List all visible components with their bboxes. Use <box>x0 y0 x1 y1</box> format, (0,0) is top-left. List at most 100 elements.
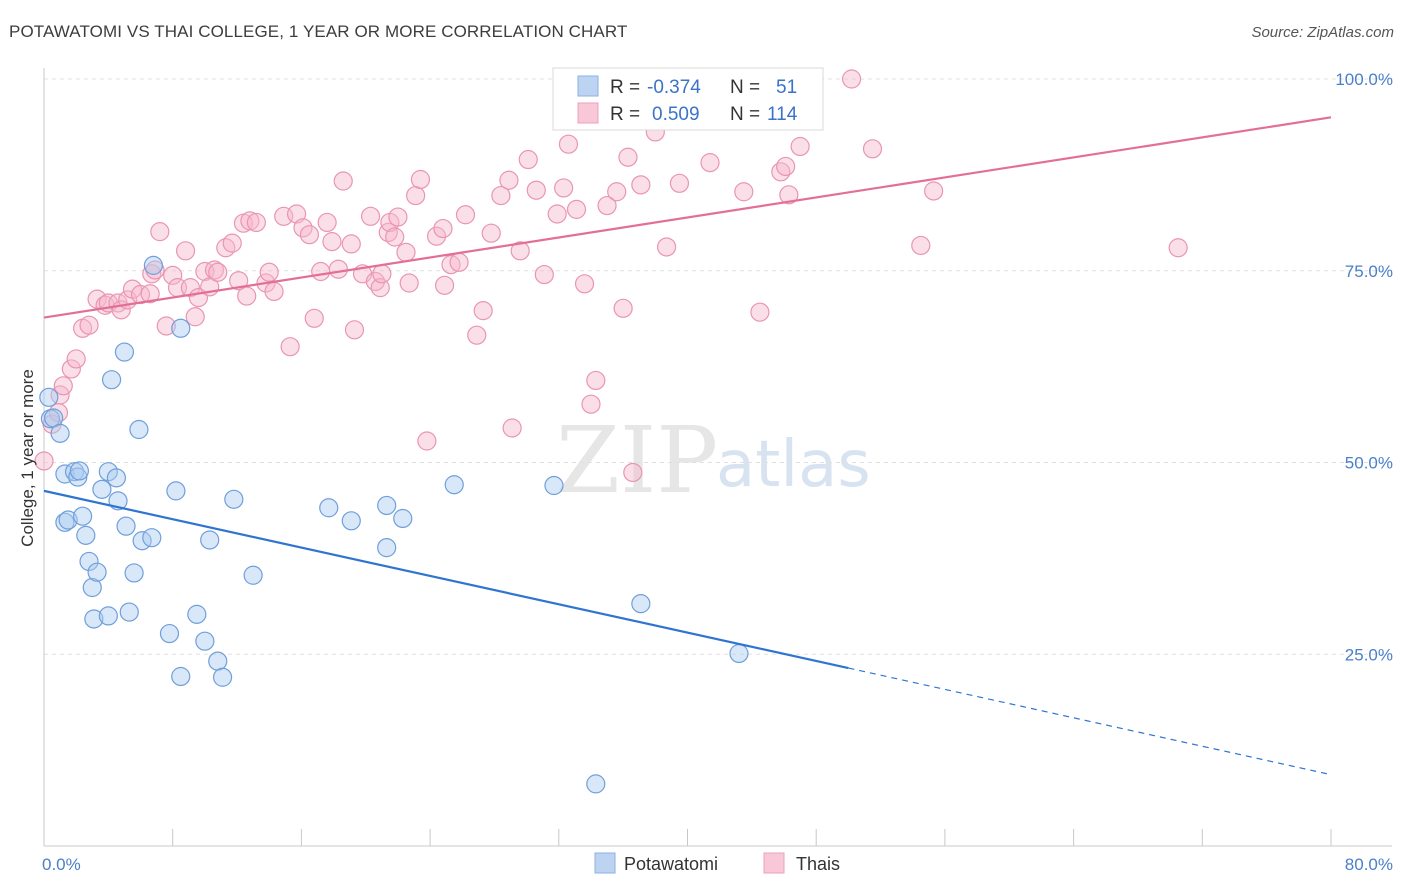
thais-point <box>586 370 606 391</box>
thais-point <box>574 274 595 294</box>
thais-point <box>510 241 530 261</box>
thais-point <box>526 180 546 200</box>
watermark-zip: ZIP <box>556 407 718 514</box>
x-tick-label: 0.0% <box>42 855 81 874</box>
potawatomi-point <box>69 461 89 481</box>
thais-point <box>344 320 365 340</box>
thais-point <box>623 462 643 483</box>
legend-r-value-potawatomi: -0.374 <box>647 77 701 98</box>
thais-point <box>175 241 196 261</box>
potawatomi-point <box>166 481 186 501</box>
potawatomi-point <box>171 666 191 687</box>
bottom-legend-label-potawatomi: Potawatomi <box>624 854 718 874</box>
thais-point <box>417 431 437 451</box>
thais-point <box>426 226 447 246</box>
legend-n-value-potawatomi: 51 <box>776 77 797 98</box>
thais-point <box>53 376 73 396</box>
thais-point <box>317 212 337 233</box>
thais-point <box>385 227 405 247</box>
thais-point <box>618 147 638 167</box>
y-axis-label: College, 1 year or more <box>18 369 37 547</box>
potawatomi-point <box>444 475 464 495</box>
bottom-legend-swatch-thais <box>763 852 785 874</box>
axes: 25.0% 50.0% 75.0% 100.0% 0.0% 80.0% <box>42 68 1393 874</box>
thais-point <box>333 171 353 191</box>
thais-point <box>499 170 519 190</box>
thais-point <box>264 281 284 302</box>
potawatomi-point <box>187 604 207 624</box>
thais-point <box>246 212 266 233</box>
thais-point <box>222 233 242 253</box>
thais-point <box>613 298 633 318</box>
thais-point <box>370 278 390 298</box>
potawatomi-trend-line <box>43 489 849 670</box>
chart-title: POTAWATOMI VS THAI COLLEGE, 1 YEAR OR MO… <box>9 22 628 41</box>
y-tick-label: 50.0% <box>1345 454 1393 473</box>
thais-point <box>304 308 324 328</box>
thais-point <box>669 173 690 193</box>
potawatomi-point <box>171 318 191 338</box>
legend-r-label-potawatomi: R = <box>610 77 640 98</box>
potawatomi-point <box>377 495 397 516</box>
potawatomi-point <box>79 551 99 572</box>
thais-point <box>79 315 99 335</box>
thais-point <box>322 232 342 252</box>
potawatomi-point <box>208 651 228 671</box>
potawatomi-point <box>55 512 75 532</box>
thais-point <box>311 261 331 282</box>
potawatomi-trend-extension <box>848 667 1332 776</box>
potawatomi-point <box>39 387 59 407</box>
potawatomi-point <box>116 516 136 536</box>
x-tick-label: 80.0% <box>1345 855 1393 874</box>
potawatomi-point <box>224 489 244 509</box>
thais-point <box>734 182 754 202</box>
thais-point <box>360 206 381 226</box>
thais-point <box>449 252 469 272</box>
thais-point <box>1168 238 1188 258</box>
thais-point <box>558 134 579 154</box>
watermark-atlas: atlas <box>716 428 871 502</box>
potawatomi-point <box>195 631 215 651</box>
potawatomi-point <box>68 467 88 487</box>
potawatomi-point <box>243 565 263 585</box>
bottom-legend-swatch-potawatomi <box>594 852 616 874</box>
thais-point <box>61 359 81 379</box>
thais-point <box>631 175 651 195</box>
chart-source: Source: ZipAtlas.com <box>1251 24 1394 41</box>
thais-point <box>502 418 522 438</box>
potawatomi-point <box>92 479 112 499</box>
thais-point <box>700 153 720 173</box>
thais-point <box>399 273 419 293</box>
thais-point <box>240 211 260 231</box>
thais-point <box>862 139 883 159</box>
thais-point <box>581 394 601 414</box>
thais-point <box>180 278 200 298</box>
trend-lines <box>43 116 1332 776</box>
legend-n-label-potawatomi: N = <box>730 77 760 98</box>
potawatomi-point <box>129 419 149 440</box>
potawatomi-point <box>76 525 96 545</box>
thais-point <box>299 225 320 245</box>
potawatomi-point <box>143 255 163 275</box>
thais-point <box>607 182 627 202</box>
thais-point <box>406 185 426 206</box>
legend-r-value-thais: 0.509 <box>652 104 700 125</box>
thais-point <box>790 136 810 157</box>
legend-n-label-thais: N = <box>730 104 760 125</box>
thais-point <box>750 302 770 322</box>
thais-point <box>388 207 408 227</box>
correlation-legend: R = -0.374 N = 51 R = 0.509 N = 114 <box>552 67 824 131</box>
potawatomi-point <box>84 609 104 629</box>
potawatomi-point <box>82 577 102 598</box>
thais-point <box>185 307 205 327</box>
potawatomi-point <box>124 563 144 583</box>
potawatomi-point <box>50 423 70 443</box>
thais-point <box>518 149 538 170</box>
potawatomi-point <box>200 530 220 550</box>
thais-point <box>534 264 554 285</box>
y-tick-label: 75.0% <box>1345 262 1393 281</box>
legend-swatch-potawatomi <box>577 75 599 97</box>
thais-point <box>433 218 453 239</box>
potawatomi-point <box>119 602 139 622</box>
